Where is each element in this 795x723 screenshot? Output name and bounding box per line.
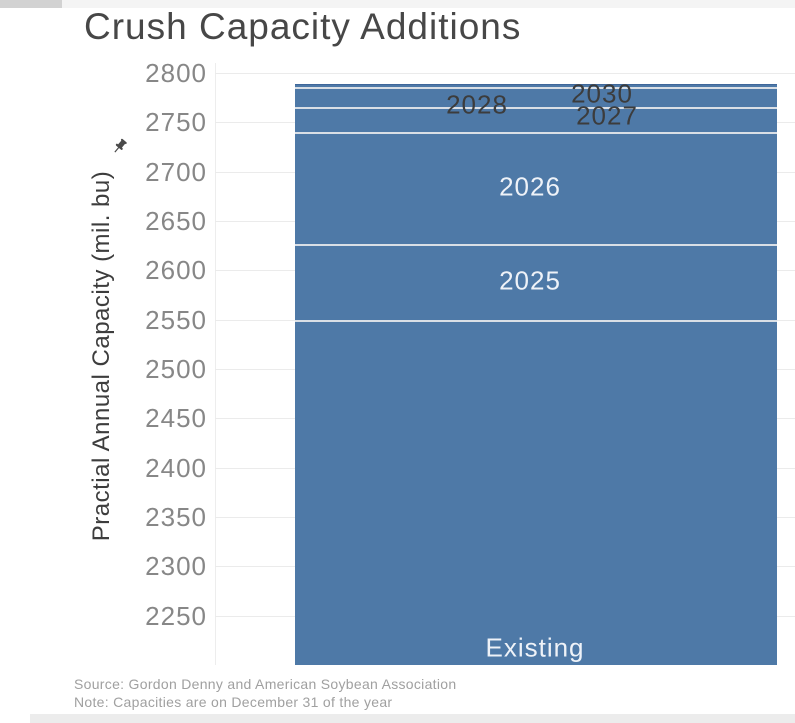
segment-label-2025: 2025	[499, 265, 561, 296]
y-tick-label: 2600	[145, 255, 207, 286]
bar-segment-2026[interactable]	[295, 132, 777, 244]
segment-label-existing: Existing	[485, 632, 585, 663]
y-tick-label: 2400	[145, 452, 207, 483]
chart-footer: Source: Gordon Denny and American Soybea…	[74, 675, 456, 711]
segment-label-2026: 2026	[499, 171, 561, 202]
y-tick-label: 2500	[145, 353, 207, 384]
bar-segment-2028[interactable]	[295, 86, 777, 108]
bar-segment-2025[interactable]	[295, 243, 777, 320]
y-tick-label: 2650	[145, 205, 207, 236]
y-tick-label: 2800	[145, 57, 207, 88]
segment-label-2027: 2027	[576, 100, 638, 131]
stacked-bar	[295, 83, 777, 665]
window-top-strip-left	[0, 0, 62, 8]
pin-icon[interactable]	[110, 136, 130, 156]
bar-segment-2030[interactable]	[295, 83, 777, 87]
y-tick-label: 2550	[145, 304, 207, 335]
segment-label-2030: 2030	[571, 78, 633, 109]
bar-segment-2027[interactable]	[295, 107, 777, 133]
window-top-strip-right	[62, 0, 795, 8]
y-tick-label: 2350	[145, 501, 207, 532]
source-caption: Source: Gordon Denny and American Soybea…	[74, 676, 457, 692]
y-tick-label: 2700	[145, 156, 207, 187]
y-tick-label: 2300	[145, 551, 207, 582]
note-caption: Note: Capacities are on December 31 of t…	[74, 694, 393, 710]
y-axis-line	[215, 63, 216, 665]
y-tick-label: 2750	[145, 107, 207, 138]
segment-label-2028: 2028	[446, 89, 508, 120]
chart-title: Crush Capacity Additions	[84, 6, 522, 47]
bar-segment-existing[interactable]	[295, 319, 777, 665]
window-bottom-strip	[30, 714, 795, 723]
y-tick-label: 2250	[145, 600, 207, 631]
y-tick-label: 2450	[145, 403, 207, 434]
gridline	[215, 72, 795, 74]
